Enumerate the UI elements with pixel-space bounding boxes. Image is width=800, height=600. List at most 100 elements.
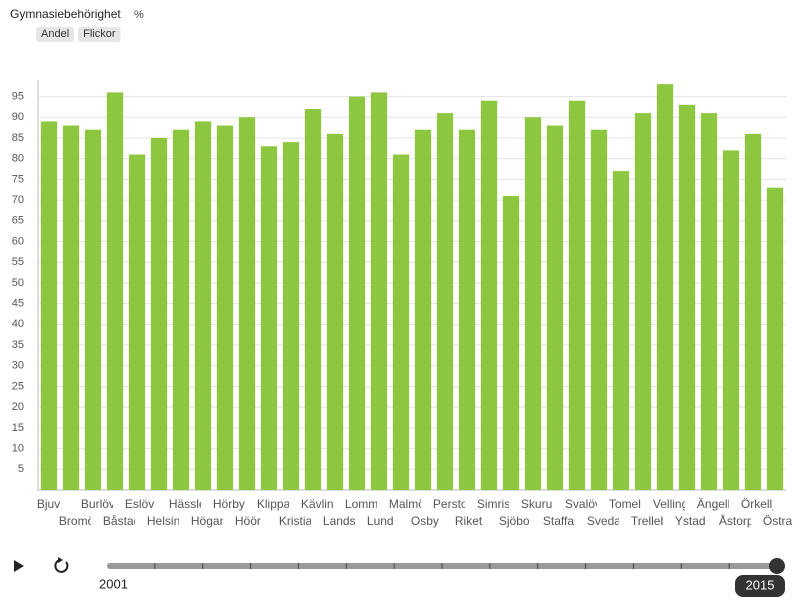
y-tick-label: 15 [12,422,24,434]
bar [436,113,454,490]
bar [84,129,102,491]
x-tick-label: Klippan [257,497,297,511]
bar [282,142,300,490]
x-tick-label: Sjöbo [499,514,530,528]
x-tick-label: Tomelilla [609,497,656,511]
slider-handle[interactable] [769,558,785,574]
play-icon[interactable] [14,560,24,572]
x-tick-label: Perstorp [433,497,479,511]
bar [172,129,190,491]
x-tick-label: Åstorp [719,513,754,528]
x-tick-label: Ängelholm [697,497,754,511]
bar [304,108,322,490]
bar [568,100,586,491]
y-tick-label: 50 [12,277,24,289]
play-button[interactable] [14,560,24,572]
bar [194,121,212,491]
bar [260,146,278,490]
x-tick-label: Landskrona [323,514,386,528]
filter-chip[interactable] [36,27,75,42]
unit: % [134,9,144,21]
y-tick-label: 30 [12,360,24,372]
bar [590,129,608,491]
filter-chip-label[interactable]: Andel [41,28,69,40]
x-tick-label: Skurup [521,497,559,511]
x-tick-label: Osby [411,514,439,528]
reset-arrow[interactable] [58,557,63,563]
y-tick-label: 60 [12,235,24,247]
x-tick-label: Svalöv [565,497,601,511]
y-tick-label: 45 [12,298,24,310]
y-tick-label: 90 [12,111,24,123]
bar [238,117,256,490]
y-tick-label: 40 [12,318,24,330]
slider-min-label: 2001 [99,576,128,591]
x-tick-label: Höganäs [191,514,239,528]
reset-icon[interactable] [54,559,69,573]
bar [502,195,520,490]
y-tick-label: 70 [12,194,24,206]
plot: 5 10 15 20 25 30 35 40 45 50 55 60 65 70 75 80 85 90 95 Bju… [12,84,800,528]
y-tick-label: 85 [12,132,24,144]
bar [700,113,718,490]
x-tick-label: Örkelljunga [741,497,800,511]
y-tick-label: 65 [12,215,24,227]
y-tick-label: 20 [12,401,24,413]
y-tick-label: 5 [18,463,24,475]
x-tick-label: Lund [367,514,394,528]
x-tick-label: Kävlinge [301,497,347,511]
slider-value-bubble [735,575,785,597]
x-tick-label: Båstad [103,514,140,528]
bar [656,84,674,490]
bar [216,125,234,491]
x-tick-label: Östra Göinge [763,514,800,528]
bar [106,92,124,490]
y-tick-label: 80 [12,153,24,165]
y-tick-label: 95 [12,90,24,102]
x-tick-label: Burlöv [81,497,115,511]
bar [392,154,410,490]
slider[interactable]: 2001 2015 [99,558,785,597]
x-tick-label: Svedala [587,514,631,528]
bar [150,137,168,490]
x-tick-label: Höör [235,514,261,528]
x-tick-label: Eslöv [125,497,154,511]
x-tick-label: Bjuv [37,497,60,511]
bar [766,187,784,491]
bar [524,117,542,490]
reset-button[interactable] [54,557,69,573]
bar [546,125,564,491]
bar [634,113,652,490]
bar [62,125,80,491]
x-tick-label: Staffanstorp [543,514,608,528]
x-tick-label: Trelleborg [631,514,685,528]
filter-chip[interactable] [78,27,121,42]
x-tick-label: Ystad [675,514,706,528]
bar [480,100,498,491]
bar [326,133,344,490]
x-tick-label: Bromölla [59,514,107,528]
x-tick-label: Lomma [345,497,385,511]
bar [348,96,366,490]
slider-value-label: 2015 [746,577,775,592]
bar [414,129,432,491]
bar [458,129,476,491]
x-tick-label: Kristianstad [279,514,342,528]
x-tick-label: Simrishamn [477,497,540,511]
x-tick-label: Riket [455,514,483,528]
bar [370,92,388,490]
bar [128,154,146,490]
y-tick-label: 55 [12,256,24,268]
x-tick-label: Helsingborg [147,514,211,528]
bar [612,171,630,490]
bar [678,104,696,491]
bar [722,150,740,490]
y-tick-label: 25 [12,380,24,392]
y-tick-label: 35 [12,339,24,351]
bar [744,133,762,490]
y-tick-label: 10 [12,442,24,454]
chart-title: Gymnasiebehörighet [10,7,121,21]
bar [40,121,58,491]
filter-chip-label[interactable]: Flickor [83,28,116,40]
